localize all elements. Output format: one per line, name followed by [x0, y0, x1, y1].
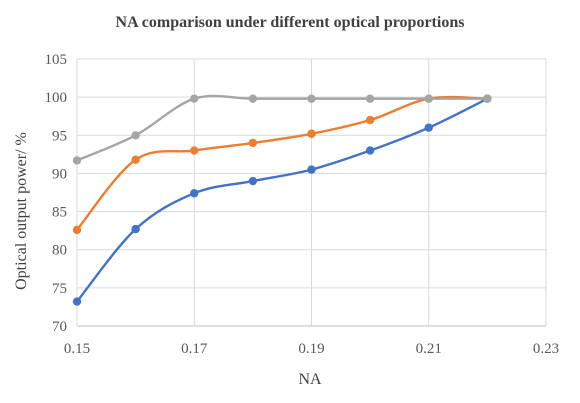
y-axis-ticks: 70 75 80 85 90 95 100 105 — [45, 52, 68, 335]
data-point — [190, 146, 199, 155]
data-point — [365, 146, 375, 155]
x-tick-label: 0.21 — [416, 341, 442, 357]
x-axis-label: NA — [298, 371, 322, 388]
y-axis-label: Optical output power/ % — [13, 132, 30, 290]
data-point — [424, 123, 433, 132]
data-point — [72, 225, 82, 235]
data-point — [483, 94, 492, 103]
y-tick-label: 95 — [52, 128, 67, 144]
x-tick-label: 0.19 — [298, 341, 324, 357]
y-tick-label: 75 — [52, 281, 67, 297]
series-layer — [72, 94, 492, 306]
data-point — [72, 156, 82, 165]
data-point — [248, 176, 258, 186]
x-tick-label: 0.15 — [64, 341, 90, 357]
data-point — [307, 129, 316, 138]
data-point — [131, 155, 140, 164]
data-point — [131, 131, 140, 140]
x-tick-label: 0.23 — [533, 341, 559, 357]
data-point — [424, 94, 433, 103]
x-axis-ticks: 0.15 0.17 0.19 0.21 0.23 — [64, 341, 559, 357]
data-point — [248, 94, 258, 103]
data-point — [365, 94, 375, 103]
series-3-line — [75, 94, 489, 162]
y-tick-label: 70 — [52, 319, 67, 335]
data-point — [248, 138, 258, 148]
data-point — [190, 189, 199, 198]
y-tick-label: 80 — [52, 243, 67, 259]
data-point — [131, 224, 140, 234]
y-tick-label: 90 — [52, 166, 67, 182]
y-tick-label: 85 — [52, 205, 67, 221]
y-tick-label: 100 — [45, 90, 68, 106]
y-tick-label: 105 — [45, 52, 68, 68]
series-2-line — [75, 95, 489, 232]
series-3 — [72, 94, 492, 165]
data-point — [190, 94, 199, 103]
x-tick-label: 0.17 — [181, 341, 208, 357]
data-point — [307, 165, 316, 174]
data-point — [72, 297, 82, 306]
data-point — [307, 94, 316, 103]
data-point — [365, 115, 375, 125]
chart-title: NA comparison under different optical pr… — [116, 14, 465, 31]
